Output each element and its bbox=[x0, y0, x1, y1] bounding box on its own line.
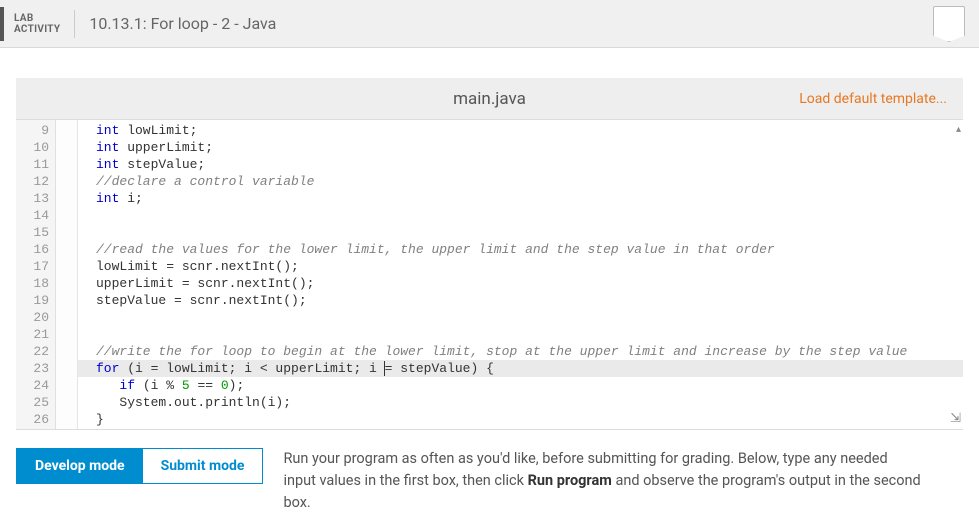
line-number: 9 bbox=[16, 122, 49, 139]
resize-handle-icon[interactable]: ⇲ bbox=[950, 410, 961, 427]
line-number: 10 bbox=[16, 139, 49, 156]
load-default-template-link[interactable]: Load default template... bbox=[799, 91, 947, 107]
code-lines[interactable]: int lowLimit;int upperLimit;int stepValu… bbox=[78, 120, 963, 429]
line-number: 15 bbox=[16, 224, 49, 241]
lab-header: LAB ACTIVITY 10.13.1: For loop - 2 - Jav… bbox=[0, 0, 979, 48]
instructions-text: Run your program as often as you'd like,… bbox=[283, 448, 923, 513]
code-line[interactable]: lowLimit = scnr.nextInt(); bbox=[96, 258, 963, 275]
code-line[interactable] bbox=[96, 224, 963, 241]
footer: Develop mode Submit mode Run your progra… bbox=[0, 430, 979, 513]
line-number: 19 bbox=[16, 292, 49, 309]
line-number: 23 bbox=[16, 360, 49, 377]
line-number: 16 bbox=[16, 241, 49, 258]
file-name: main.java bbox=[453, 89, 526, 109]
submit-mode-button[interactable]: Submit mode bbox=[143, 449, 263, 483]
code-line[interactable]: System.out.println(i); bbox=[96, 394, 963, 411]
code-line[interactable]: } bbox=[96, 411, 963, 428]
code-line[interactable] bbox=[96, 326, 963, 343]
shield-badge-icon bbox=[933, 6, 965, 42]
code-line[interactable]: stepValue = scnr.nextInt(); bbox=[96, 292, 963, 309]
scroll-up-icon[interactable]: ▴ bbox=[956, 122, 961, 139]
line-number: 12 bbox=[16, 173, 49, 190]
code-line[interactable]: //declare a control variable bbox=[96, 173, 963, 190]
code-line[interactable]: int stepValue; bbox=[96, 156, 963, 173]
line-number: 24 bbox=[16, 377, 49, 394]
line-number: 11 bbox=[16, 156, 49, 173]
file-tab-bar: main.java Load default template... bbox=[16, 78, 963, 120]
code-line[interactable]: for (i = lowLimit; i < upperLimit; i = s… bbox=[96, 360, 963, 377]
code-line[interactable] bbox=[96, 207, 963, 224]
line-number: 21 bbox=[16, 326, 49, 343]
header-divider bbox=[74, 10, 75, 38]
code-editor: main.java Load default template... 91011… bbox=[16, 78, 963, 430]
fold-column bbox=[56, 120, 78, 429]
develop-mode-button[interactable]: Develop mode bbox=[17, 449, 143, 483]
code-line[interactable]: if (i % 5 == 0); bbox=[96, 377, 963, 394]
line-number: 20 bbox=[16, 309, 49, 326]
line-number: 22 bbox=[16, 343, 49, 360]
code-line[interactable]: //write the for loop to begin at the low… bbox=[96, 343, 963, 360]
lab-label-2: ACTIVITY bbox=[14, 24, 60, 35]
code-line[interactable]: upperLimit = scnr.nextInt(); bbox=[96, 275, 963, 292]
code-line[interactable]: int i; bbox=[96, 190, 963, 207]
line-number: 18 bbox=[16, 275, 49, 292]
activity-title: 10.13.1: For loop - 2 - Java bbox=[89, 14, 276, 33]
code-line[interactable]: int lowLimit; bbox=[96, 122, 963, 139]
line-number: 26 bbox=[16, 411, 49, 428]
code-line[interactable]: //read the values for the lower limit, t… bbox=[96, 241, 963, 258]
code-area[interactable]: 91011121314151617181920212223242526 int … bbox=[16, 120, 963, 430]
mode-toggle: Develop mode Submit mode bbox=[16, 448, 263, 484]
instructions-bold: Run program bbox=[528, 472, 612, 489]
code-line[interactable] bbox=[96, 309, 963, 326]
line-number: 14 bbox=[16, 207, 49, 224]
line-number: 25 bbox=[16, 394, 49, 411]
lab-label-1: LAB bbox=[14, 13, 60, 24]
line-number: 17 bbox=[16, 258, 49, 275]
line-number-gutter: 91011121314151617181920212223242526 bbox=[16, 120, 56, 429]
code-line[interactable]: int upperLimit; bbox=[96, 139, 963, 156]
lab-activity-label: LAB ACTIVITY bbox=[0, 7, 74, 41]
line-number: 13 bbox=[16, 190, 49, 207]
